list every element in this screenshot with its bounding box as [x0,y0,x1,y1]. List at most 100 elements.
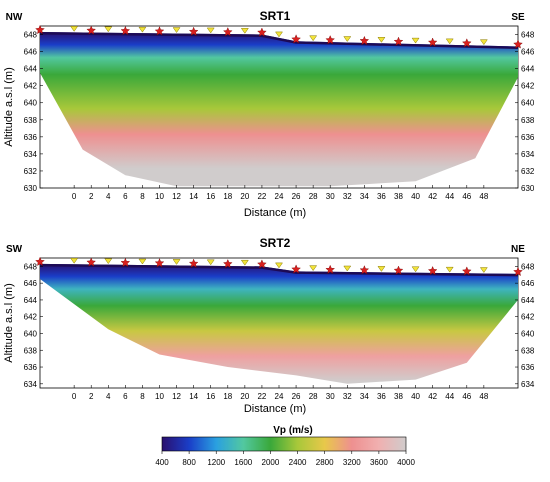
geophone-marker [240,259,249,266]
colorbar-tick-label: 4000 [397,458,415,467]
shot-marker [188,258,199,268]
x-tick-label: 48 [479,192,488,201]
srt2-y-axis-label: Altitude a.s.l (m) [3,283,15,362]
y-tick-label-right: 644 [521,65,535,74]
geophone-marker [275,262,283,269]
geophone-marker [240,28,249,34]
colorbar: Vp (m/s) 400 800 1200 1600 2000 2400 2800 3200 3… [155,425,415,467]
shot-marker [86,257,96,267]
shot-marker [393,36,404,46]
x-tick-label: 32 [343,192,352,201]
x-tick-label: 8 [140,192,145,201]
shot-marker [188,26,199,36]
x-tick-label: 18 [223,392,232,401]
colorbar-tick-label: 1200 [207,458,225,467]
y-tick-label-left: 636 [24,363,38,372]
srt1-y-axis-label: Altitude a.s.l (m) [3,67,15,146]
y-tick-label-left: 638 [24,346,38,355]
shot-marker [325,35,335,45]
x-tick-label: 18 [223,192,232,201]
y-tick-label-right: 636 [521,363,535,372]
shot-marker [35,256,45,266]
x-tick-label: 40 [411,192,420,201]
shot-marker [222,258,233,269]
y-tick-label-left: 636 [24,133,38,142]
x-tick-label: 14 [189,192,198,201]
x-tick-label: 44 [445,392,454,401]
y-tick-label-left: 640 [24,99,38,108]
x-tick-label: 48 [479,392,488,401]
srt2-y-ticks: 634 634 636 636 638 638 640 640 642 642 644 644 646 6… [24,262,535,388]
srt1-velocity-field [40,32,518,187]
shot-marker [257,259,267,269]
x-tick-label: 38 [394,192,403,201]
y-tick-label-right: 640 [521,329,535,338]
y-tick-label-left: 638 [24,116,38,125]
colorbar-tick-label: 1600 [234,458,252,467]
geophone-marker [479,39,488,46]
shot-marker [513,39,523,49]
shot-marker [359,35,370,46]
shot-marker [154,258,165,268]
x-tick-label: 34 [360,192,369,201]
y-tick-label-left: 630 [24,184,38,193]
colorbar-tick-label: 2000 [262,458,280,467]
x-tick-label: 32 [343,392,352,401]
srt2-x-axis-label: Distance (m) [244,403,306,415]
geophone-marker [206,259,215,266]
colorbar-tick-label: 400 [155,458,169,467]
y-tick-label-right: 634 [521,150,535,159]
x-tick-label: 10 [155,192,164,201]
srt2-x-ticks: 0 2 4 6 8 10 12 14 16 18 20 22 24 26 28 30 32 34 36 38 40 42 4… [72,385,489,401]
y-tick-label-right: 644 [521,296,535,305]
colorbar-bar [161,436,407,452]
x-tick-label: 14 [189,392,198,401]
shot-marker [427,37,438,47]
geophone-marker [479,267,488,273]
srt1-surface-layer [40,32,518,49]
srt1-right-label: SE [511,12,525,23]
x-tick-label: 26 [292,392,301,401]
shot-marker [462,38,472,48]
x-tick-label: 22 [257,392,266,401]
srt1-title: SRT1 [260,9,291,23]
y-tick-label-left: 648 [24,262,38,271]
geophone-marker [343,265,352,272]
x-tick-label: 30 [326,192,335,201]
x-tick-label: 20 [240,192,249,201]
x-tick-label: 40 [411,392,420,401]
geophone-marker [206,27,215,34]
y-tick-label-right: 640 [521,99,535,108]
srt2-velocity-section [40,263,518,384]
x-tick-label: 2 [89,192,94,201]
x-tick-label: 16 [206,392,215,401]
geophone-marker [70,258,79,264]
x-tick-label: 24 [275,392,284,401]
y-tick-label-right: 642 [521,313,535,322]
x-tick-label: 20 [240,392,249,401]
geophone-marker [104,26,113,33]
srt1-left-label: NW [6,12,23,23]
colorbar-tick-label: 3600 [370,458,388,467]
x-tick-label: 42 [428,192,437,201]
srt2-markers [35,256,523,277]
x-tick-label: 4 [106,192,111,201]
geophone-marker [309,35,318,42]
x-tick-label: 38 [394,392,403,401]
x-tick-label: 28 [309,392,318,401]
x-tick-label: 26 [292,192,301,201]
colorbar-tick-label: 800 [182,458,196,467]
y-tick-label-left: 648 [24,31,38,40]
colorbar-ticks: 400 800 1200 1600 2000 2400 2800 3200 3600 4000 [155,451,415,467]
shot-marker [223,27,233,37]
srt1-markers [35,24,523,49]
colorbar-tick-label: 2400 [289,458,307,467]
x-tick-label: 46 [462,392,471,401]
x-tick-label: 2 [89,392,94,401]
y-tick-label-left: 640 [24,329,38,338]
geophone-marker [70,26,79,32]
y-tick-label-left: 634 [24,150,38,159]
y-tick-label-left: 642 [24,82,38,91]
